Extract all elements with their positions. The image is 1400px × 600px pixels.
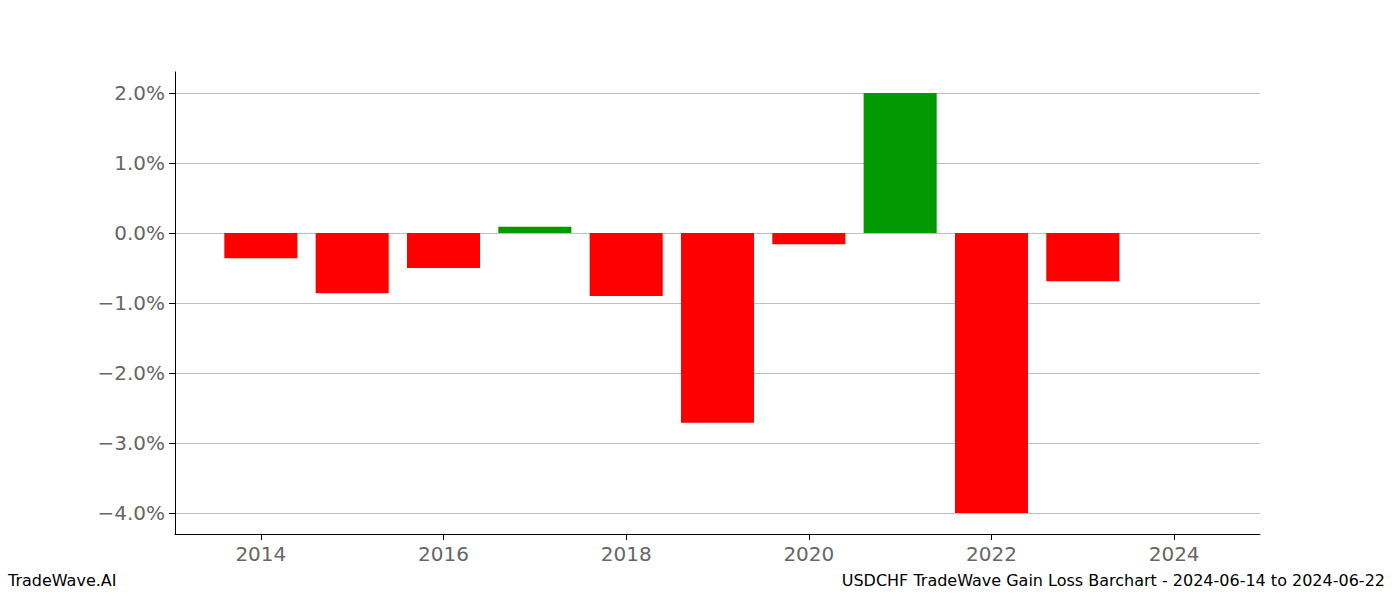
svg-text:2022: 2022	[966, 542, 1017, 566]
svg-text:1.0%: 1.0%	[114, 151, 165, 175]
svg-text:2024: 2024	[1149, 542, 1200, 566]
svg-text:−2.0%: −2.0%	[97, 361, 165, 385]
svg-text:2014: 2014	[235, 542, 286, 566]
svg-text:2018: 2018	[601, 542, 652, 566]
svg-text:−3.0%: −3.0%	[97, 431, 165, 455]
svg-text:2.0%: 2.0%	[114, 81, 165, 105]
svg-text:USDCHF TradeWave Gain Loss Bar: USDCHF TradeWave Gain Loss Barchart - 20…	[842, 571, 1385, 590]
svg-text:2020: 2020	[783, 542, 834, 566]
svg-text:0.0%: 0.0%	[114, 221, 165, 245]
svg-text:−4.0%: −4.0%	[97, 501, 165, 525]
svg-text:−1.0%: −1.0%	[97, 291, 165, 315]
svg-text:TradeWave.AI: TradeWave.AI	[7, 571, 116, 590]
svg-text:2016: 2016	[418, 542, 469, 566]
